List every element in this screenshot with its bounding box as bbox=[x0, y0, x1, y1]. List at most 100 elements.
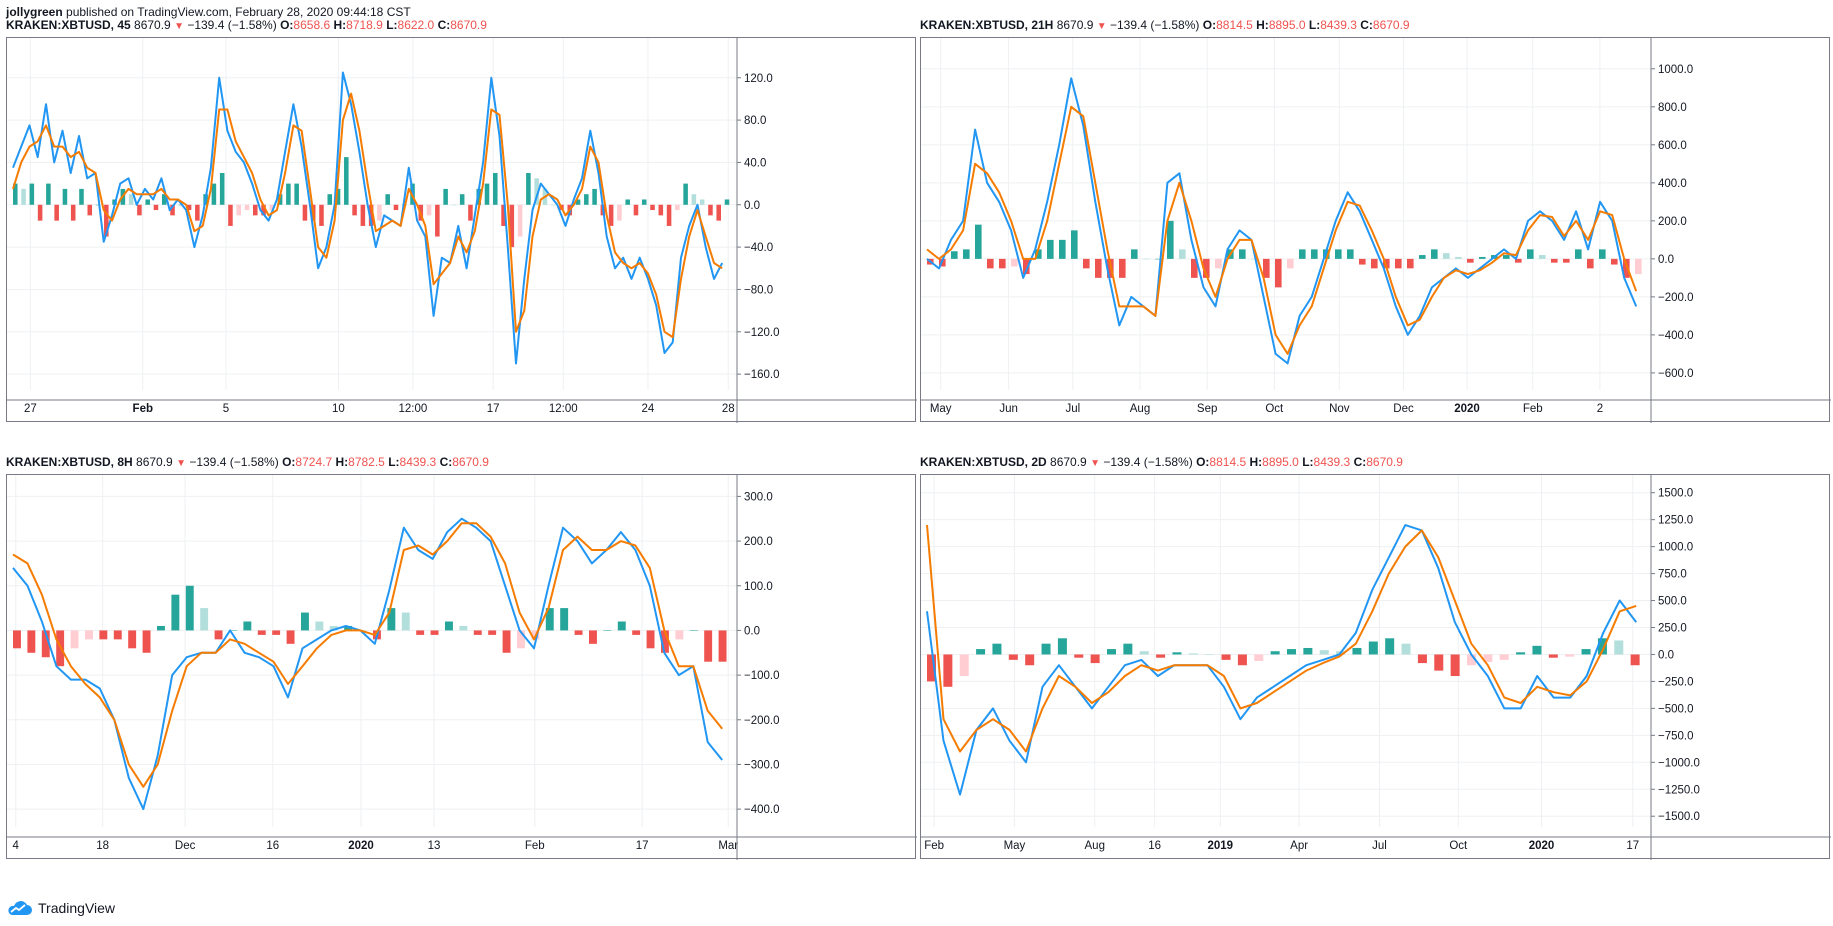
last-price: 8670.9 bbox=[1056, 18, 1094, 32]
histogram-bar bbox=[509, 204, 515, 248]
histogram-bar bbox=[229, 630, 237, 631]
histogram-bar bbox=[1347, 249, 1354, 259]
histogram-bar bbox=[1563, 258, 1570, 263]
x-tick-label: 2020 bbox=[1529, 840, 1555, 852]
histogram-bar bbox=[1587, 258, 1594, 269]
x-tick-label: Jul bbox=[1065, 403, 1080, 415]
y-tick-label: 0.0 bbox=[1658, 254, 1674, 266]
down-triangle-icon: ▼ bbox=[174, 21, 184, 32]
histogram-bar bbox=[1172, 652, 1182, 655]
histogram-bar bbox=[185, 585, 194, 631]
x-tick-label: Feb bbox=[924, 840, 944, 852]
histogram-bar bbox=[1275, 258, 1282, 288]
y-tick-label: −250.0 bbox=[1658, 676, 1694, 688]
histogram-bar bbox=[1515, 258, 1522, 263]
x-tick-label: Jun bbox=[999, 403, 1018, 415]
panel-header: KRAKEN:XBTUSD, 45 8670.9 ▼ −139.4 (−1.58… bbox=[6, 18, 487, 32]
chart-frame[interactable]: 120.0 80.0 40.0 0.0 −40.0 −80.0 −120.0 −160.0 27… bbox=[6, 37, 917, 423]
y-tick-label: 800.0 bbox=[1658, 102, 1687, 114]
histogram-bar bbox=[488, 630, 497, 635]
histogram-bar bbox=[1008, 654, 1018, 660]
histogram-bar bbox=[1499, 654, 1509, 660]
histogram-bar bbox=[1371, 258, 1378, 269]
chart-frame[interactable]: 1000.0 800.0 600.0 400.0 200.0 0.0 −200.0 −400.… bbox=[920, 37, 1831, 423]
histogram-bar bbox=[1083, 258, 1090, 269]
histogram-bar bbox=[37, 204, 43, 221]
histogram-bar bbox=[1156, 654, 1166, 658]
histogram-bar bbox=[1614, 640, 1624, 655]
x-tick-label: 2020 bbox=[1454, 403, 1480, 415]
open-value: 8814.5 bbox=[1216, 18, 1253, 32]
low-value: 8439.3 bbox=[1320, 18, 1357, 32]
x-tick-label: Oct bbox=[1265, 403, 1284, 415]
histogram-bar bbox=[46, 183, 51, 205]
histogram-bar bbox=[943, 654, 953, 687]
histogram-bar bbox=[186, 204, 192, 211]
histogram-bar bbox=[211, 183, 217, 205]
symbol-label: KRAKEN:XBTUSD, 8H bbox=[6, 455, 133, 469]
histogram-bar bbox=[95, 204, 101, 206]
histogram-bar bbox=[195, 204, 200, 221]
histogram-bar bbox=[646, 630, 655, 649]
y-tick-label: −120.0 bbox=[744, 327, 780, 339]
x-tick-label: 17 bbox=[636, 840, 649, 852]
histogram-bar bbox=[501, 204, 506, 226]
histogram-bar bbox=[708, 204, 713, 216]
histogram-bar bbox=[41, 630, 50, 658]
x-tick-label: 2 bbox=[1597, 403, 1603, 415]
histogram-bar bbox=[1527, 249, 1534, 259]
x-tick-label: 17 bbox=[487, 403, 500, 415]
histogram-bar bbox=[517, 204, 523, 237]
panel-header: KRAKEN:XBTUSD, 8H 8670.9 ▼ −139.4 (−1.58… bbox=[6, 455, 489, 469]
histogram-bar bbox=[319, 204, 324, 226]
histogram-bar bbox=[85, 630, 93, 640]
histogram-bar bbox=[1635, 258, 1642, 275]
histogram-bar bbox=[99, 630, 108, 640]
histogram-bar bbox=[253, 204, 258, 216]
x-tick-label: 18 bbox=[96, 840, 109, 852]
chart-frame[interactable]: 1500.0 1250.0 1000.0 750.0 500.0 250.0 0.0 −250… bbox=[920, 474, 1831, 860]
histogram-bar bbox=[963, 249, 970, 259]
histogram-bar bbox=[550, 204, 556, 206]
histogram-bar bbox=[704, 630, 713, 662]
histogram-bar bbox=[1303, 647, 1313, 655]
histogram-bar bbox=[1630, 654, 1640, 666]
histogram-bar bbox=[999, 258, 1006, 269]
histogram-bar bbox=[228, 204, 233, 226]
histogram-bar bbox=[617, 621, 626, 631]
histogram-bar bbox=[1287, 258, 1294, 269]
histogram-bar bbox=[261, 204, 266, 216]
histogram-bar bbox=[1395, 258, 1402, 269]
histogram-bar bbox=[724, 199, 730, 205]
macd-line bbox=[12, 517, 723, 811]
y-tick-label: 250.0 bbox=[1658, 623, 1687, 635]
y-tick-label: 100.0 bbox=[744, 581, 773, 593]
signal-line bbox=[926, 525, 1637, 753]
y-tick-label: −200.0 bbox=[744, 715, 780, 727]
histogram-bar bbox=[153, 204, 159, 211]
histogram-bar bbox=[352, 204, 357, 216]
tradingview-logo[interactable]: TradingView bbox=[6, 897, 115, 919]
x-tick-label: Dec bbox=[175, 840, 196, 852]
chart-frame[interactable]: 300.0 200.0 100.0 0.0 −100.0 −200.0 −300.0 −400… bbox=[6, 474, 917, 860]
histogram-bar bbox=[473, 630, 482, 635]
chart-panel-45m: KRAKEN:XBTUSD, 45 8670.9 ▼ −139.4 (−1.58… bbox=[6, 17, 917, 423]
histogram-bar bbox=[1215, 258, 1222, 269]
histogram-bar bbox=[145, 199, 150, 205]
histogram-bar bbox=[301, 612, 309, 631]
y-tick-label: −200.0 bbox=[1658, 292, 1694, 304]
x-tick-label: 12:00 bbox=[398, 403, 427, 415]
author-name[interactable]: jollygreen bbox=[6, 5, 63, 19]
x-tick-label: 12:00 bbox=[549, 403, 578, 415]
y-tick-label: 500.0 bbox=[1658, 596, 1687, 608]
x-tick-label: Feb bbox=[525, 840, 545, 852]
histogram-bar bbox=[1450, 654, 1460, 677]
histogram-bar bbox=[976, 649, 986, 655]
brand-name: TradingView bbox=[38, 900, 116, 916]
x-tick-label: 10 bbox=[332, 403, 345, 415]
histogram-bar bbox=[1221, 654, 1231, 660]
y-tick-label: 1000.0 bbox=[1658, 64, 1693, 76]
close-value: 8670.9 bbox=[452, 455, 489, 469]
signal-line bbox=[926, 105, 1638, 355]
histogram-bar bbox=[236, 204, 241, 216]
